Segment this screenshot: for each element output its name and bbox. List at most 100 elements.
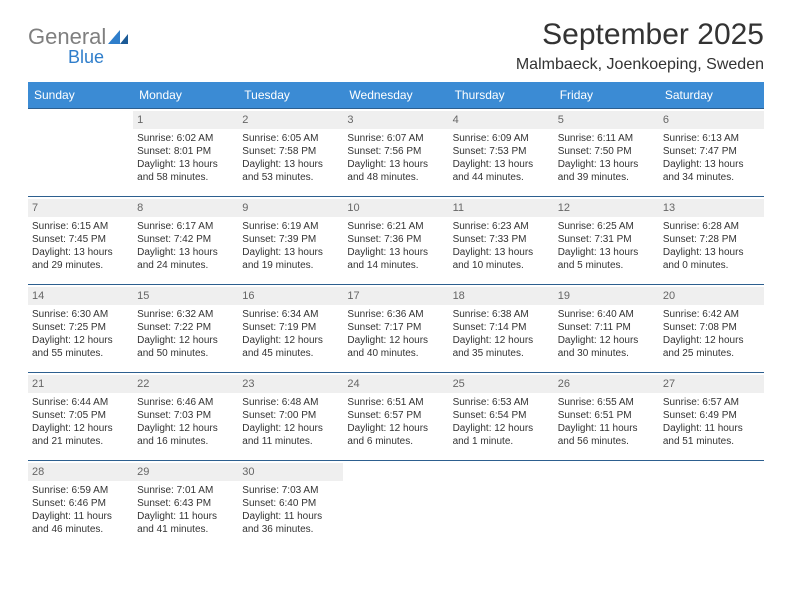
- day-number: 16: [238, 287, 343, 305]
- day-number: 27: [659, 375, 764, 393]
- day-number: 13: [659, 199, 764, 217]
- logo-word-1: General: [28, 24, 106, 49]
- weekday-header: Monday: [133, 82, 238, 109]
- calendar-day-cell: 4Sunrise: 6:09 AMSunset: 7:53 PMDaylight…: [449, 109, 554, 197]
- day-number: 3: [343, 111, 448, 129]
- calendar-day-cell: 15Sunrise: 6:32 AMSunset: 7:22 PMDayligh…: [133, 285, 238, 373]
- calendar-day-cell: [343, 461, 448, 549]
- sunrise-line: Sunrise: 6:23 AM: [453, 220, 550, 233]
- calendar-day-cell: 23Sunrise: 6:48 AMSunset: 7:00 PMDayligh…: [238, 373, 343, 461]
- sunrise-line: Sunrise: 6:44 AM: [32, 396, 129, 409]
- daylight-line: Daylight: 11 hours and 51 minutes.: [663, 422, 760, 448]
- calendar-day-cell: 18Sunrise: 6:38 AMSunset: 7:14 PMDayligh…: [449, 285, 554, 373]
- logo: General Blue: [28, 18, 128, 66]
- sunset-line: Sunset: 7:58 PM: [242, 145, 339, 158]
- calendar-day-cell: 13 Sunrise: 6:28 AMSunset: 7:28 PMDayligh…: [659, 197, 764, 285]
- sunrise-line: Sunrise: 7:01 AM: [137, 484, 234, 497]
- sunset-line: Sunset: 6:46 PM: [32, 497, 129, 510]
- weekday-header: Saturday: [659, 82, 764, 109]
- sunrise-line: Sunrise: 6:13 AM: [663, 132, 760, 145]
- sunset-line: Sunset: 6:40 PM: [242, 497, 339, 510]
- daylight-line: Daylight: 13 hours and 5 minutes.: [558, 246, 655, 272]
- day-number: 9: [238, 199, 343, 217]
- day-number: 14: [28, 287, 133, 305]
- sunrise-line: Sunrise: 6:21 AM: [347, 220, 444, 233]
- day-number: 23: [238, 375, 343, 393]
- daylight-line: Daylight: 12 hours and 45 minutes.: [242, 334, 339, 360]
- calendar-table: SundayMondayTuesdayWednesdayThursdayFrid…: [28, 82, 764, 549]
- calendar-day-cell: 25Sunrise: 6:53 AMSunset: 6:54 PMDayligh…: [449, 373, 554, 461]
- day-number: 22: [133, 375, 238, 393]
- day-number: 10: [343, 199, 448, 217]
- logo-text: General Blue: [28, 26, 128, 66]
- sunset-line: Sunset: 7:31 PM: [558, 233, 655, 246]
- day-number: [554, 463, 659, 469]
- day-number: 21: [28, 375, 133, 393]
- sunrise-line: Sunrise: 6:30 AM: [32, 308, 129, 321]
- calendar-day-cell: 19Sunrise: 6:40 AMSunset: 7:11 PMDayligh…: [554, 285, 659, 373]
- sunset-line: Sunset: 8:01 PM: [137, 145, 234, 158]
- sunset-line: Sunset: 7:56 PM: [347, 145, 444, 158]
- sunset-line: Sunset: 7:45 PM: [32, 233, 129, 246]
- day-number: [659, 463, 764, 469]
- sunrise-line: Sunrise: 6:48 AM: [242, 396, 339, 409]
- sunset-line: Sunset: 7:42 PM: [137, 233, 234, 246]
- sunset-line: Sunset: 6:43 PM: [137, 497, 234, 510]
- day-number: 18: [449, 287, 554, 305]
- daylight-line: Daylight: 12 hours and 40 minutes.: [347, 334, 444, 360]
- sunrise-line: Sunrise: 6:32 AM: [137, 308, 234, 321]
- day-number: 26: [554, 375, 659, 393]
- sunrise-line: Sunrise: 6:42 AM: [663, 308, 760, 321]
- daylight-line: Daylight: 13 hours and 34 minutes.: [663, 158, 760, 184]
- day-number: 29: [133, 463, 238, 481]
- day-number: 2: [238, 111, 343, 129]
- day-number: [343, 463, 448, 469]
- calendar-day-cell: 9Sunrise: 6:19 AMSunset: 7:39 PMDaylight…: [238, 197, 343, 285]
- sunrise-line: Sunrise: 6:46 AM: [137, 396, 234, 409]
- sunrise-line: Sunrise: 6:25 AM: [558, 220, 655, 233]
- sunset-line: Sunset: 7:36 PM: [347, 233, 444, 246]
- daylight-line: Daylight: 12 hours and 25 minutes.: [663, 334, 760, 360]
- sunset-line: Sunset: 6:49 PM: [663, 409, 760, 422]
- calendar-day-cell: [659, 461, 764, 549]
- sunrise-line: Sunrise: 6:05 AM: [242, 132, 339, 145]
- sunrise-line: Sunrise: 7:03 AM: [242, 484, 339, 497]
- logo-word-2: Blue: [28, 48, 128, 66]
- day-number: 20: [659, 287, 764, 305]
- sunset-line: Sunset: 7:05 PM: [32, 409, 129, 422]
- daylight-line: Daylight: 12 hours and 50 minutes.: [137, 334, 234, 360]
- sunset-line: Sunset: 7:39 PM: [242, 233, 339, 246]
- month-title: September 2025: [516, 18, 764, 52]
- calendar-day-cell: 27 Sunrise: 6:57 AMSunset: 6:49 PMDayligh…: [659, 373, 764, 461]
- calendar-day-cell: 6Sunrise: 6:13 AMSunset: 7:47 PMDaylight…: [659, 109, 764, 197]
- sunrise-line: Sunrise: 6:28 AM: [663, 220, 760, 233]
- daylight-line: Daylight: 12 hours and 6 minutes.: [347, 422, 444, 448]
- weekday-header: Wednesday: [343, 82, 448, 109]
- day-number: 28: [28, 463, 133, 481]
- daylight-line: Daylight: 13 hours and 24 minutes.: [137, 246, 234, 272]
- daylight-line: Daylight: 12 hours and 21 minutes.: [32, 422, 129, 448]
- daylight-line: Daylight: 11 hours and 41 minutes.: [137, 510, 234, 536]
- calendar-day-cell: 28Sunrise: 6:59 AMSunset: 6:46 PMDayligh…: [28, 461, 133, 549]
- day-number: 4: [449, 111, 554, 129]
- daylight-line: Daylight: 13 hours and 14 minutes.: [347, 246, 444, 272]
- sunrise-line: Sunrise: 6:07 AM: [347, 132, 444, 145]
- sunrise-line: Sunrise: 6:19 AM: [242, 220, 339, 233]
- daylight-line: Daylight: 13 hours and 0 minutes.: [663, 246, 760, 272]
- sunset-line: Sunset: 7:08 PM: [663, 321, 760, 334]
- sunset-line: Sunset: 7:14 PM: [453, 321, 550, 334]
- sunrise-line: Sunrise: 6:55 AM: [558, 396, 655, 409]
- calendar-day-cell: 2Sunrise: 6:05 AMSunset: 7:58 PMDaylight…: [238, 109, 343, 197]
- calendar-day-cell: 10 Sunrise: 6:21 AMSunset: 7:36 PMDayligh…: [343, 197, 448, 285]
- day-number: 7: [28, 199, 133, 217]
- calendar-week-row: 7Sunrise: 6:15 AMSunset: 7:45 PMDaylight…: [28, 197, 764, 285]
- sunrise-line: Sunrise: 6:40 AM: [558, 308, 655, 321]
- daylight-line: Daylight: 11 hours and 36 minutes.: [242, 510, 339, 536]
- sunrise-line: Sunrise: 6:57 AM: [663, 396, 760, 409]
- sunset-line: Sunset: 7:28 PM: [663, 233, 760, 246]
- sunset-line: Sunset: 7:00 PM: [242, 409, 339, 422]
- day-number: 24: [343, 375, 448, 393]
- calendar-day-cell: 12Sunrise: 6:25 AMSunset: 7:31 PMDayligh…: [554, 197, 659, 285]
- calendar-day-cell: [554, 461, 659, 549]
- calendar-day-cell: 1Sunrise: 6:02 AMSunset: 8:01 PMDaylight…: [133, 109, 238, 197]
